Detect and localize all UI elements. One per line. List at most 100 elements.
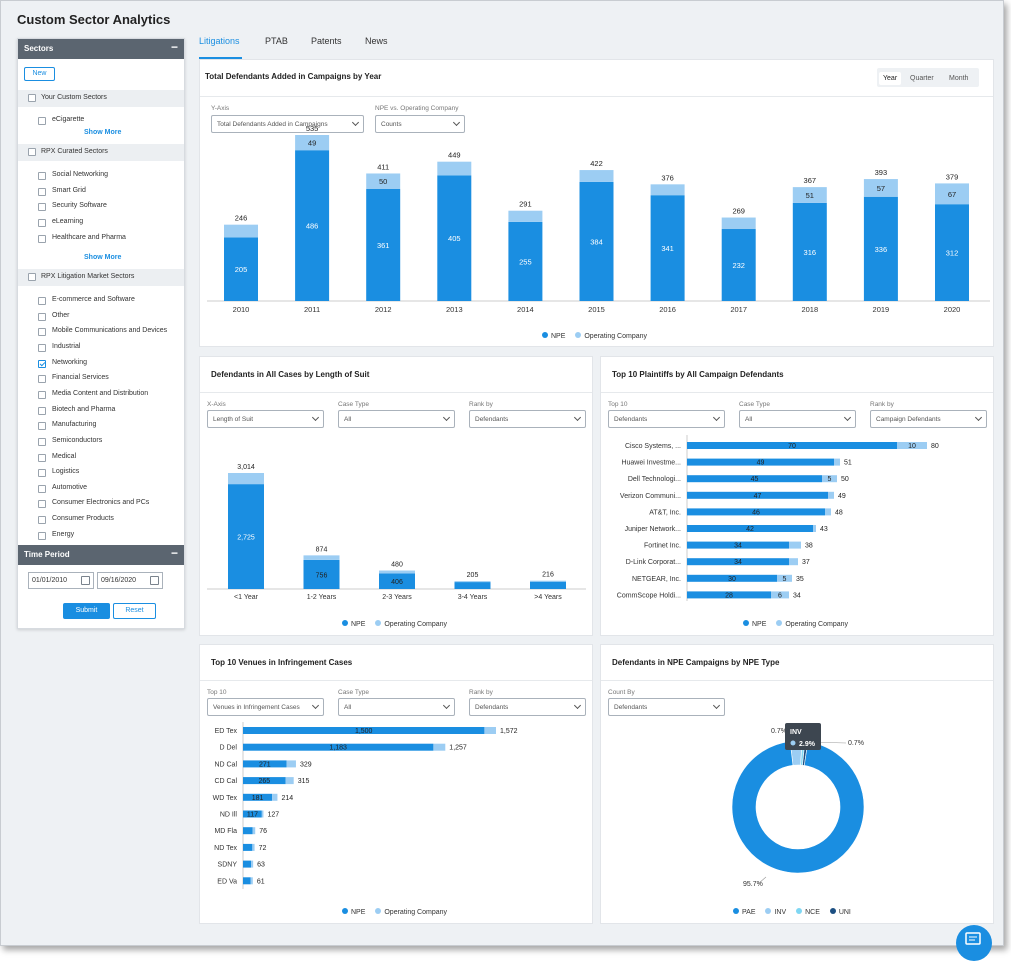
legend-inv-label: INV — [774, 909, 786, 916]
legend-operating[interactable]: Operating Company — [375, 909, 447, 916]
y-tick-label: Fortinet Inc. — [644, 543, 681, 550]
sector-checkbox[interactable] — [38, 235, 46, 243]
data-label-npe: 70 — [788, 443, 796, 450]
end-date-field[interactable]: 09/16/2020 — [97, 572, 163, 589]
data-label-npe: 49 — [757, 460, 765, 467]
y-tick-label: SDNY — [218, 862, 238, 869]
tab-litigations[interactable]: Litigations — [199, 36, 240, 46]
tab-ptab[interactable]: PTAB — [265, 36, 288, 46]
sector-item-label[interactable]: Biotech and Pharma — [52, 406, 115, 413]
legend-npe[interactable]: NPE — [743, 621, 766, 628]
sector-item-label[interactable]: Consumer Products — [52, 515, 114, 522]
sector-item-label[interactable]: Mobile Communications and Devices — [52, 327, 167, 334]
legend-npe[interactable]: NPE — [342, 909, 365, 916]
bar-operating — [825, 508, 831, 515]
sector-checkbox[interactable] — [38, 532, 46, 540]
sector-item-label[interactable]: Industrial — [52, 343, 80, 350]
y-tick-label: Juniper Network... — [625, 526, 681, 533]
x-tick-label: 2018 — [801, 305, 818, 314]
sector-item-label[interactable]: E-commerce and Software — [52, 296, 135, 303]
sector-checkbox[interactable] — [38, 172, 46, 180]
sector-checkbox[interactable] — [38, 360, 46, 368]
sector-checkbox[interactable] — [38, 438, 46, 446]
group-checkbox[interactable] — [28, 273, 36, 281]
sector-item-label[interactable]: eCigarette — [52, 116, 84, 123]
sector-checkbox[interactable] — [38, 117, 46, 125]
data-label-total: 214 — [281, 795, 293, 802]
bar-npe — [530, 582, 566, 589]
sector-checkbox[interactable] — [38, 188, 46, 196]
group-market-sectors[interactable]: RPX Litigation Market Sectors — [18, 269, 184, 286]
start-date-field[interactable]: 01/01/2010 — [28, 572, 94, 589]
show-more-link[interactable]: Show More — [84, 129, 121, 136]
sector-checkbox[interactable] — [38, 485, 46, 493]
y-tick-label: Dell Technologi... — [628, 476, 681, 483]
sector-item-label[interactable]: Energy — [52, 531, 74, 538]
show-more-link[interactable]: Show More — [84, 254, 121, 261]
y-tick-label: ND Cal — [214, 761, 237, 768]
sector-item-label[interactable]: Healthcare and Pharma — [52, 234, 126, 241]
sector-checkbox[interactable] — [38, 422, 46, 430]
sector-item-label[interactable]: Media Content and Distribution — [52, 390, 148, 397]
sector-checkbox[interactable] — [38, 203, 46, 211]
data-label-total: 63 — [257, 862, 265, 869]
collapse-icon[interactable]: − — [171, 546, 178, 560]
sector-checkbox[interactable] — [38, 516, 46, 524]
tab-news[interactable]: News — [365, 36, 388, 46]
legend-dot — [733, 908, 739, 914]
group-label: RPX Litigation Market Sectors — [41, 273, 134, 280]
legend-npe[interactable]: NPE — [342, 621, 365, 628]
new-sector-button[interactable]: New — [24, 67, 55, 81]
collapse-icon[interactable]: − — [171, 40, 178, 54]
sector-item-label[interactable]: Financial Services — [52, 374, 109, 381]
legend-operating[interactable]: Operating Company — [375, 621, 447, 628]
sector-item-label[interactable]: Logistics — [52, 468, 79, 475]
tab-patents[interactable]: Patents — [311, 36, 342, 46]
legend-operating[interactable]: Operating Company — [776, 621, 848, 628]
calendar-icon[interactable] — [150, 576, 159, 585]
legend-uni[interactable]: UNI — [830, 909, 851, 916]
sector-item-label[interactable]: Medical — [52, 453, 76, 460]
sector-item-label[interactable]: Security Software — [52, 202, 107, 209]
sector-item-label[interactable]: Manufacturing — [52, 421, 96, 428]
group-curated-sectors[interactable]: RPX Curated Sectors — [18, 144, 184, 161]
sector-item-label[interactable]: Networking — [52, 359, 87, 366]
sector-item-label[interactable]: Other — [52, 312, 70, 319]
group-custom-sectors[interactable]: Your Custom Sectors — [18, 90, 184, 107]
calendar-icon[interactable] — [81, 576, 90, 585]
data-label-total: 269 — [732, 207, 745, 216]
sectors-header[interactable]: Sectors − — [18, 39, 184, 59]
plaintiffs-bar-chart: Cisco Systems, ...701080Huawei Investme.… — [601, 357, 995, 607]
sector-item-label[interactable]: Consumer Electronics and PCs — [52, 499, 149, 506]
group-checkbox[interactable] — [28, 148, 36, 156]
sector-checkbox[interactable] — [38, 297, 46, 305]
x-tick-label: 3-4 Years — [458, 594, 488, 601]
submit-button[interactable]: Submit — [63, 603, 110, 619]
sector-checkbox[interactable] — [38, 344, 46, 352]
sector-item-label[interactable]: Semiconductors — [52, 437, 102, 444]
data-label-npe: 34 — [734, 543, 742, 550]
group-checkbox[interactable] — [28, 94, 36, 102]
legend-pae[interactable]: PAE — [733, 909, 756, 916]
sector-checkbox[interactable] — [38, 407, 46, 415]
sector-checkbox[interactable] — [38, 375, 46, 383]
legend-operating[interactable]: Operating Company — [575, 333, 647, 340]
sector-checkbox[interactable] — [38, 219, 46, 227]
sector-checkbox[interactable] — [38, 500, 46, 508]
sector-checkbox[interactable] — [38, 328, 46, 336]
sector-checkbox[interactable] — [38, 454, 46, 462]
time-period-header[interactable]: Time Period − — [18, 545, 184, 565]
legend-npe[interactable]: NPE — [542, 333, 565, 340]
reset-button[interactable]: Reset — [113, 603, 156, 619]
sector-checkbox[interactable] — [38, 469, 46, 477]
feedback-button[interactable] — [956, 925, 992, 961]
sector-checkbox[interactable] — [38, 313, 46, 321]
sector-item-label[interactable]: Smart Grid — [52, 187, 86, 194]
sector-item-label[interactable]: eLearning — [52, 218, 83, 225]
legend-inv[interactable]: INV — [765, 909, 786, 916]
legend-dot — [796, 908, 802, 914]
sector-item-label[interactable]: Social Networking — [52, 171, 108, 178]
legend-nce[interactable]: NCE — [796, 909, 820, 916]
sector-checkbox[interactable] — [38, 391, 46, 399]
sector-item-label[interactable]: Automotive — [52, 484, 87, 491]
